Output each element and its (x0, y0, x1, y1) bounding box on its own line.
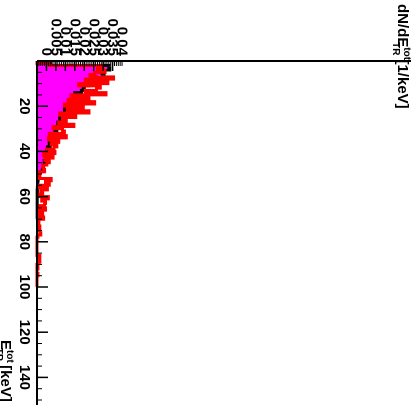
energy-tick-label: 60 (16, 188, 33, 205)
value-tick-label: 0.03 (95, 27, 112, 56)
energy-tick-label: 140 (16, 365, 33, 390)
value-axis-title: dN/dEtotTR[1/keV] (390, 4, 412, 109)
value-tick-label: 0.04 (114, 27, 131, 57)
energy-tick-label: 40 (16, 143, 33, 160)
energy-axis-title: EtotTR[keV] (0, 340, 15, 402)
value-tick-label: 0.02 (76, 27, 93, 56)
value-tick-label: 0 (38, 48, 55, 56)
axes (36, 60, 411, 405)
energy-tick-label: 100 (16, 274, 33, 299)
value-tick-label: 0.01 (57, 27, 74, 56)
value-tick-label: 0.025 (85, 18, 102, 56)
energy-tick-label: 20 (16, 98, 33, 115)
value-tick-label: 0.015 (66, 18, 83, 56)
energy-tick-label: 80 (16, 233, 33, 250)
energy-tick-label: 120 (16, 320, 33, 345)
value-tick-label: 0.005 (47, 18, 64, 56)
value-tick-label: 0.035 (104, 18, 121, 56)
